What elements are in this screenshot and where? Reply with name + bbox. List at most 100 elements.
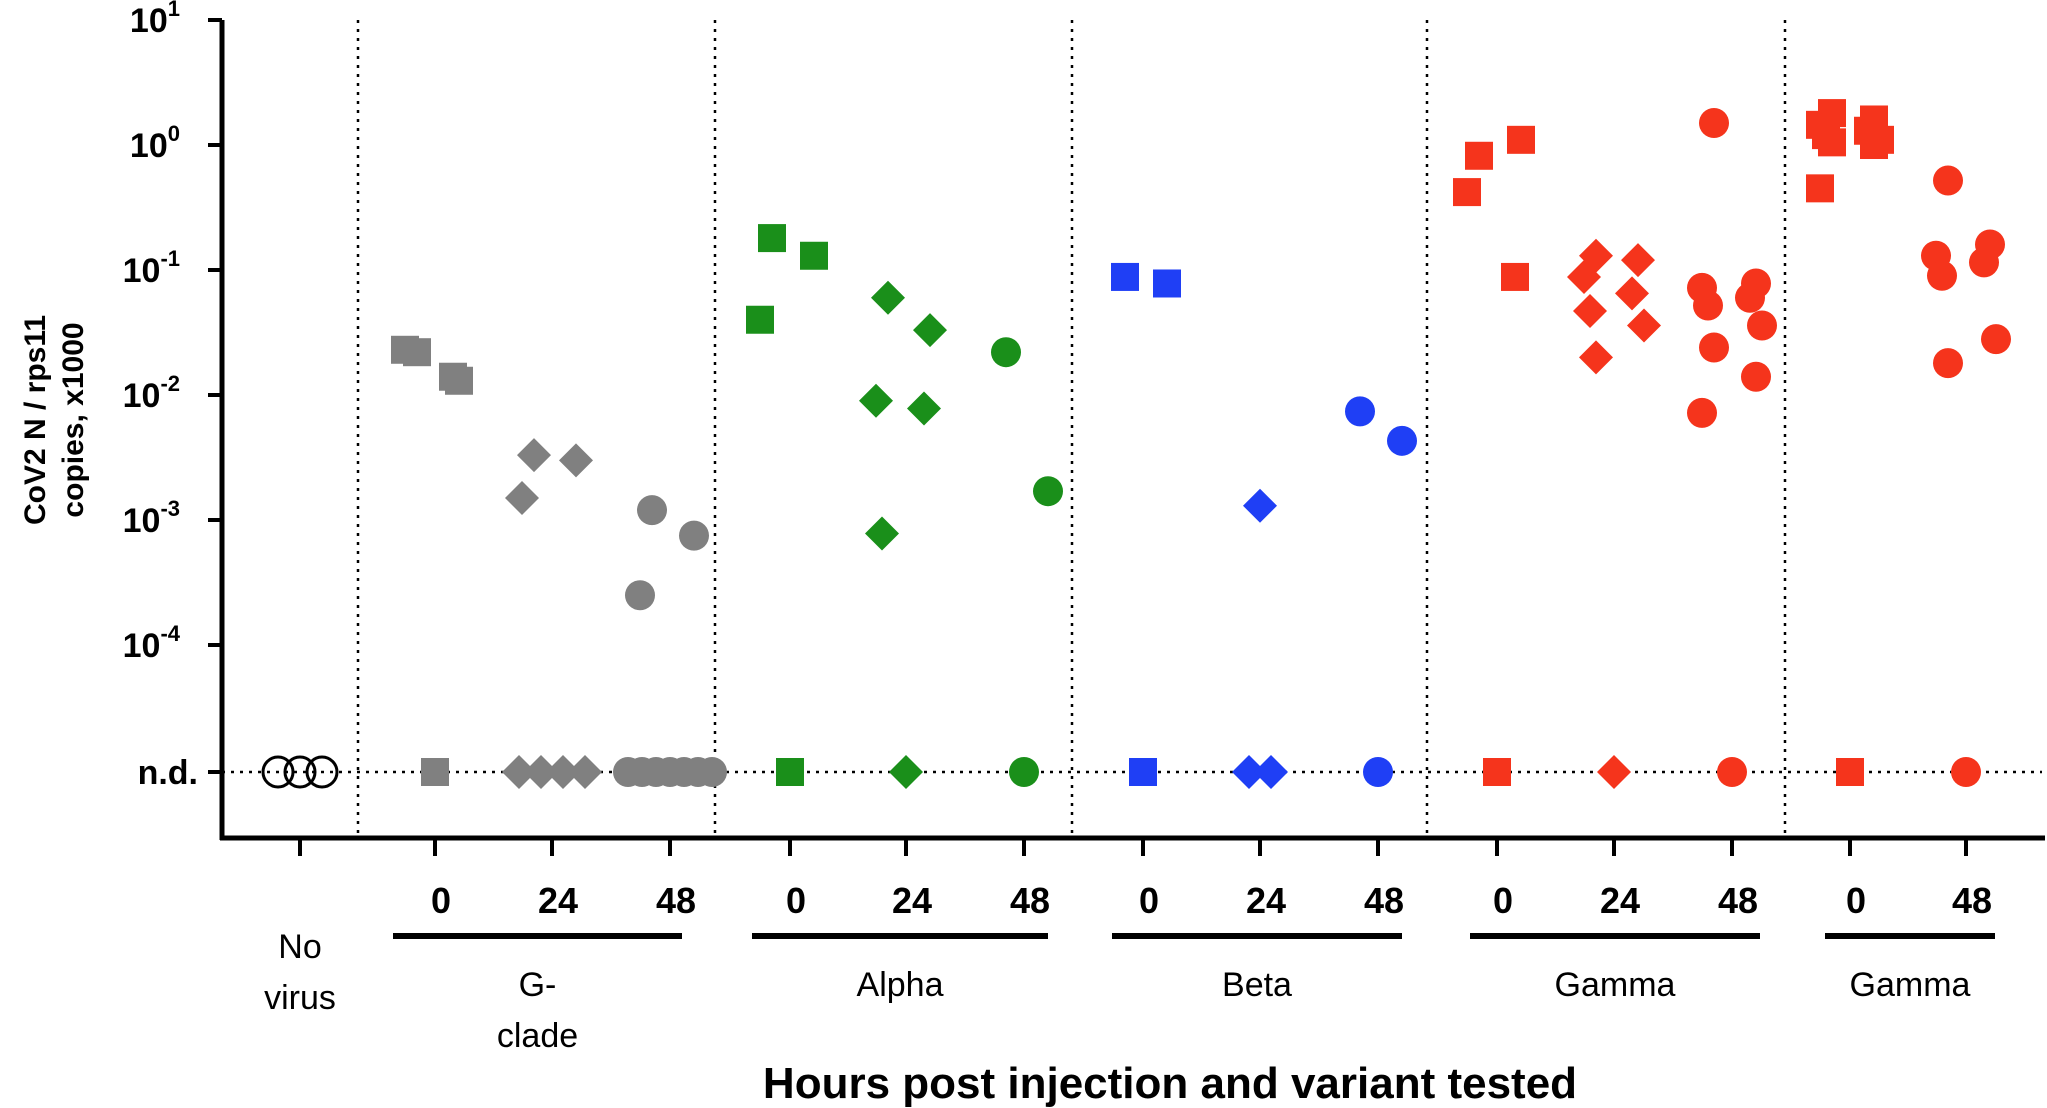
data-point-diamond [505,480,539,515]
x-tick-label: 48 [1952,880,1992,921]
data-point-circle [1033,476,1063,507]
data-point-square [746,305,774,334]
data-point-open-circle [261,755,295,789]
data-point-circle [679,520,709,551]
group-label: Alpha [857,966,944,1004]
data-point-diamond [1573,293,1607,328]
data-point-diamond [1579,340,1613,375]
data-point-square [1501,262,1529,291]
x-tick-label: 24 [892,880,932,921]
data-point-circle [1693,290,1723,321]
data-point-circle [1933,165,1963,196]
x-ticks: 0 24 48 0 24 48 0 24 48 0 24 48 0 48 [298,838,1992,921]
x-tick-label: 48 [1010,880,1050,921]
data-point-diamond [559,443,593,478]
group-label: Gamma [1850,966,1971,1004]
data-point-circle [637,495,667,526]
data-point-diamond [1254,755,1288,789]
data-point-circle [1981,324,2011,355]
data-point-circle [697,757,727,787]
y-tick-label: 101 [130,0,180,40]
data-point-square [1111,262,1139,291]
data-point-diamond [568,755,602,789]
data-point-square [1836,758,1864,786]
x-tick-label: 24 [538,880,578,921]
data-point-square [1483,758,1511,786]
data-point-diamond [1615,276,1649,311]
x-tick-label: 0 [431,880,451,921]
x-tick-label: 0 [1139,880,1159,921]
data-point-diamond [907,391,941,426]
group-label: clade [497,1017,578,1055]
data-point-diamond [865,516,899,551]
data-point-diamond [517,438,551,473]
data-point-diamond [524,755,558,789]
x-tick-label: 48 [1718,880,1758,921]
y-axis-label: CoV2 N / rps11 copies, x1000 [19,315,90,525]
data-point-diamond [1232,755,1266,789]
y-ticks: 101 100 10-1 10-2 10-3 10-4 n.d. [123,0,222,792]
data-point-square [800,241,828,270]
data-point-square [1818,128,1846,157]
data-point-circle [1717,757,1747,787]
data-point-square [1129,758,1157,786]
y-tick-label: 10-1 [123,246,180,290]
y-axis-label-line-1: CoV2 N / rps11 [19,315,52,525]
x-tick-label: 0 [786,880,806,921]
x-tick-label: 0 [1846,880,1866,921]
group-label: virus [264,979,336,1017]
data-point-circle [1735,282,1765,313]
data-point-circle [1747,310,1777,341]
data-point-square [439,362,467,391]
group-label: Gamma [1555,966,1676,1004]
data-point-diamond [859,383,893,418]
data-point-circle [1345,396,1375,427]
data-point-open-circle [305,755,339,789]
data-point-square [1453,178,1481,207]
data-point-circle [1687,397,1717,428]
data-point-circle [1927,260,1957,291]
x-tick-label: 24 [1246,880,1286,921]
data-point-square [391,335,419,364]
group-labels: No virus G-clade Alpha Beta Gamma Gamma [264,928,1995,1055]
group-label: Beta [1222,966,1292,1004]
x-tick-label: 0 [1493,880,1513,921]
data-point-circle [1741,361,1771,392]
data-point-diamond [1243,488,1277,523]
data-point-circle [1969,247,1999,278]
x-axis-label: Hours post injection and variant tested [763,1059,1577,1108]
data-point-circle [625,580,655,611]
data-point-diamond [889,755,923,789]
data-point-diamond [1567,259,1601,294]
data-point-circle [1363,757,1393,787]
axes [219,20,2045,841]
data-point-square [1465,141,1493,170]
x-tick-label: 24 [1600,880,1640,921]
data-point-circle [991,337,1021,368]
data-point-square [1860,131,1888,159]
data-point-diamond [502,755,536,789]
data-points [261,99,2011,789]
y-axis-label-line-2: copies, x1000 [57,322,90,517]
y-tick-label: 100 [130,121,180,165]
x-tick-label: 48 [656,880,696,921]
y-tick-label: 10-4 [123,621,181,665]
data-point-circle [1951,757,1981,787]
data-point-diamond [1621,243,1655,278]
data-point-diamond [871,280,905,315]
data-point-circle [1009,757,1039,787]
data-point-square [1806,174,1834,203]
data-point-circle [1387,425,1417,456]
data-point-square [1153,269,1181,298]
data-point-square [421,758,449,786]
x-tick-label: 48 [1364,880,1404,921]
y-tick-label: 10-3 [123,496,180,540]
data-point-diamond [1597,755,1631,789]
group-label: No [278,928,321,966]
data-point-square [1507,125,1535,154]
data-point-circle [1933,348,1963,379]
y-tick-label: 10-2 [123,371,180,415]
data-point-open-circle [283,755,317,789]
nd-tick-label: n.d. [138,754,198,792]
